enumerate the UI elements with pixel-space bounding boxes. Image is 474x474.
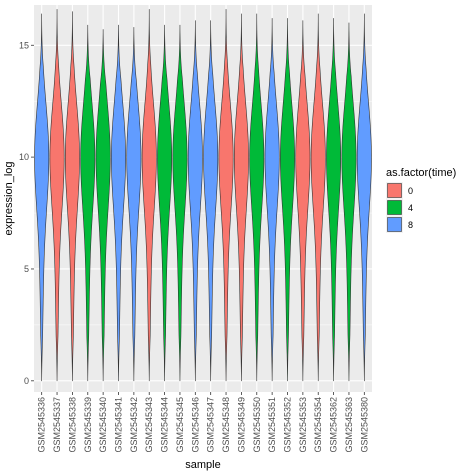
x-tick-label: GSM2545354 bbox=[313, 397, 323, 453]
violin-GSM2545341 bbox=[111, 24, 126, 382]
violin-GSM2545340 bbox=[95, 29, 111, 382]
legend-label: 8 bbox=[408, 220, 413, 230]
x-tick-label: GSM2545341 bbox=[114, 397, 124, 453]
violin-GSM2545354 bbox=[310, 13, 326, 382]
violins bbox=[34, 9, 372, 382]
y-tick-label: 10 bbox=[19, 152, 29, 162]
legend-label: 4 bbox=[408, 203, 413, 213]
legend-label: 0 bbox=[408, 186, 413, 196]
violin-GSM2545352 bbox=[280, 18, 295, 382]
legend: as.factor(time) 0 4 8 bbox=[386, 167, 456, 233]
violin-GSM2545347 bbox=[203, 20, 219, 382]
x-tick-label: GSM2545380 bbox=[359, 397, 369, 453]
violin-GSM2545343 bbox=[141, 9, 157, 382]
x-tick-label: GSM2545345 bbox=[175, 397, 185, 453]
x-tick-label: GSM2545363 bbox=[344, 397, 354, 453]
legend-title: as.factor(time) bbox=[386, 167, 456, 179]
x-tick-label: GSM2545346 bbox=[190, 397, 200, 453]
x-tick-label: GSM2545347 bbox=[206, 397, 216, 453]
legend-swatch bbox=[387, 200, 402, 215]
x-tick-label: GSM2545351 bbox=[267, 397, 277, 453]
x-tick-label: GSM2545344 bbox=[160, 397, 170, 453]
violin-GSM2545380 bbox=[356, 13, 372, 382]
x-tick-label: GSM2545349 bbox=[236, 397, 246, 453]
x-tick-label: GSM2545339 bbox=[83, 397, 93, 453]
violin-GSM2545348 bbox=[218, 9, 234, 382]
x-tick-label: GSM2545343 bbox=[144, 397, 154, 453]
violin-GSM2545349 bbox=[233, 13, 249, 382]
violin-GSM2545338 bbox=[64, 11, 80, 382]
x-tick-label: GSM2545338 bbox=[67, 397, 77, 453]
x-tick-label: GSM2545353 bbox=[298, 397, 308, 453]
x-axis-title: sample bbox=[185, 459, 220, 471]
y-tick-label: 15 bbox=[19, 40, 29, 50]
violin-GSM2545353 bbox=[295, 20, 311, 382]
x-tick-label: GSM2545340 bbox=[98, 397, 108, 453]
violin-GSM2545350 bbox=[249, 13, 265, 382]
y-tick-label: 0 bbox=[24, 376, 29, 386]
violin-GSM2545344 bbox=[157, 24, 173, 382]
violin-GSM2545345 bbox=[172, 24, 188, 382]
violin-GSM2545346 bbox=[187, 20, 203, 382]
x-tick-label: GSM2545337 bbox=[52, 397, 62, 453]
legend-items: 0 4 8 bbox=[386, 182, 413, 233]
x-tick-label: GSM2545350 bbox=[252, 397, 262, 453]
legend-swatch bbox=[387, 183, 402, 198]
x-axis-ticks: GSM2545336 GSM2545337 GSM2545338 GSM2545339… bbox=[37, 392, 369, 453]
x-tick-label: GSM2545348 bbox=[221, 397, 231, 453]
y-tick-label: 5 bbox=[24, 264, 29, 274]
x-tick-label: GSM2545352 bbox=[283, 397, 293, 453]
y-axis-ticks: 0 5 10 15 bbox=[19, 40, 34, 386]
x-tick-label: GSM2545362 bbox=[329, 397, 339, 453]
violin-GSM2545337 bbox=[49, 9, 65, 382]
y-axis-title: expression_log bbox=[3, 162, 15, 236]
violin-GSM2545339 bbox=[80, 24, 96, 382]
legend-swatch bbox=[387, 217, 402, 232]
violin-GSM2545362 bbox=[326, 18, 342, 382]
violin-GSM2545351 bbox=[264, 18, 280, 382]
x-tick-label: GSM2545342 bbox=[129, 397, 139, 453]
violin-GSM2545363 bbox=[341, 22, 357, 382]
violin-GSM2545336 bbox=[34, 13, 50, 382]
x-tick-label: GSM2545336 bbox=[37, 397, 47, 453]
violin-GSM2545342 bbox=[126, 27, 142, 382]
